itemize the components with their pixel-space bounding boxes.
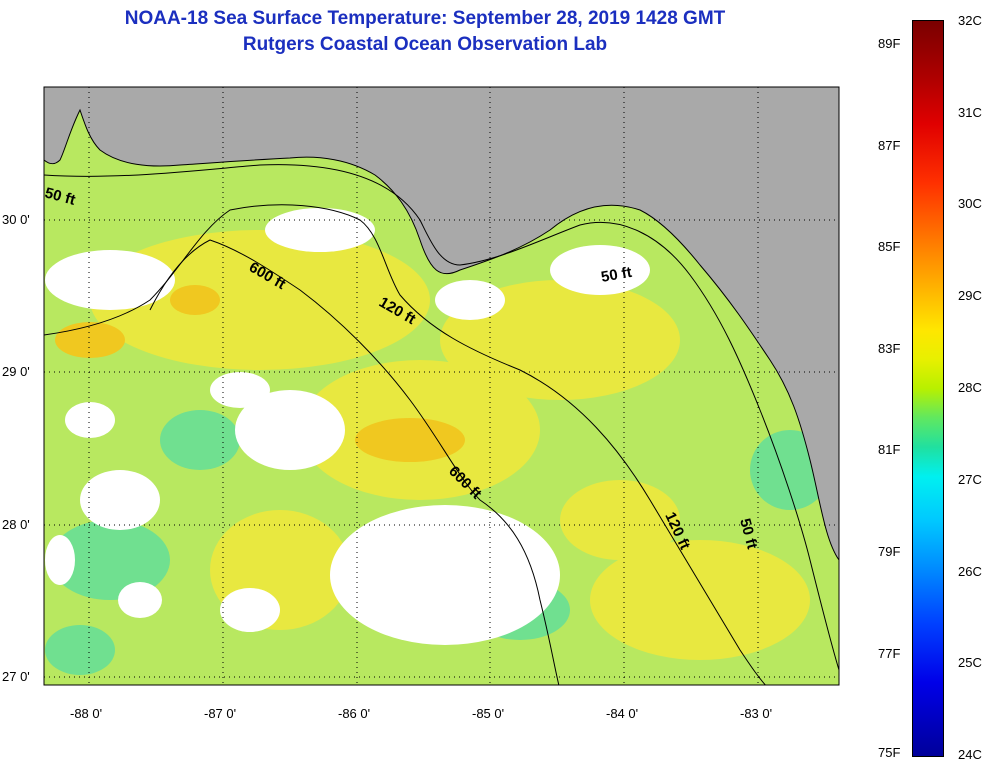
colorbar-f-label: 75F: [878, 745, 901, 760]
colorbar-f-label: 87F: [878, 138, 901, 153]
colorbar-c-label: 24C: [958, 747, 982, 762]
colorbar-c-label: 29C: [958, 288, 982, 303]
lon-label: -86 0': [338, 706, 371, 721]
lon-label: -88 0': [70, 706, 103, 721]
colorbar-c-label: 30C: [958, 196, 982, 211]
colorbar-c-label: 27C: [958, 472, 982, 487]
colorbar-c-label: 25C: [958, 655, 982, 670]
temperature-colorbar: [912, 20, 944, 757]
map-subtitle: Rutgers Coastal Ocean Observation Lab: [242, 34, 608, 55]
lon-label: -84 0': [606, 706, 639, 721]
colorbar-c-label: 31C: [958, 105, 982, 120]
lon-label: -83 0': [740, 706, 773, 721]
map-frame: [43, 86, 840, 686]
lat-label: 29 0': [2, 364, 30, 379]
hot-water-patches: [55, 285, 465, 462]
colorbar-f-label: 89F: [878, 36, 901, 51]
colorbar-f-label: 79F: [878, 544, 901, 559]
colorbar-f-label: 85F: [878, 239, 901, 254]
colorbar-c-label: 26C: [958, 564, 982, 579]
colorbar-f-label: 81F: [878, 442, 901, 457]
land-mass: [44, 87, 839, 561]
colorbar-c-label: 28C: [958, 380, 982, 395]
lat-label: 28 0': [2, 517, 30, 532]
lon-label: -87 0': [204, 706, 237, 721]
lat-label: 30 0': [2, 212, 30, 227]
map-title: NOAA-18 Sea Surface Temperature: Septemb…: [124, 8, 726, 29]
colorbar-f-label: 83F: [878, 341, 901, 356]
colorbar-c-label: 32C: [958, 13, 982, 28]
colorbar-f-label: 77F: [878, 646, 901, 661]
lon-label: -85 0': [472, 706, 505, 721]
contour-label: 50 ft: [600, 264, 633, 286]
lat-label: 27 0': [2, 669, 30, 684]
depth-contours: [44, 164, 839, 685]
